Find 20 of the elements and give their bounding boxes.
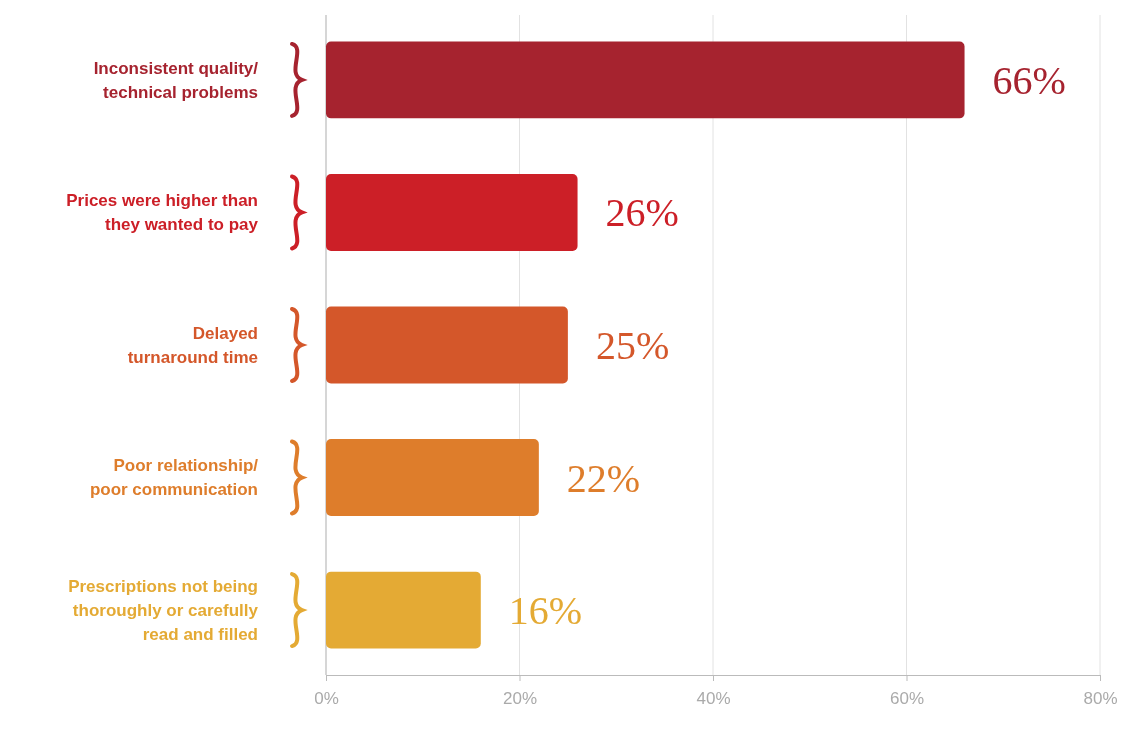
y-tick-label: Inconsistent quality/ technical problems: [93, 58, 259, 102]
data-label: 16%: [508, 588, 583, 634]
x-tick-label: 0%: [314, 689, 339, 709]
bar: [326, 571, 481, 649]
bar: [326, 306, 568, 384]
y-tick-label: Prescriptions not being thoroughly or carefully read and filled: [68, 577, 259, 645]
x-tick-label: 40%: [696, 689, 731, 709]
x-tick-label: 20%: [502, 689, 538, 709]
y-tick-label: Delayed turnaround time: [127, 323, 258, 367]
data-label: 26%: [605, 190, 679, 236]
bar: [326, 174, 578, 251]
y-tick-label: Prices were higher than they wanted to pay: [66, 191, 259, 235]
x-tick-label: 60%: [889, 689, 925, 709]
bar: [326, 439, 539, 516]
x-tick-label: 80%: [1083, 689, 1118, 709]
data-label: 25%: [595, 323, 670, 368]
bar: [326, 41, 965, 119]
y-tick-label: Poor relationship/ poor communication: [89, 456, 259, 500]
data-label: 22%: [566, 455, 641, 501]
data-label: 66%: [992, 57, 1066, 103]
